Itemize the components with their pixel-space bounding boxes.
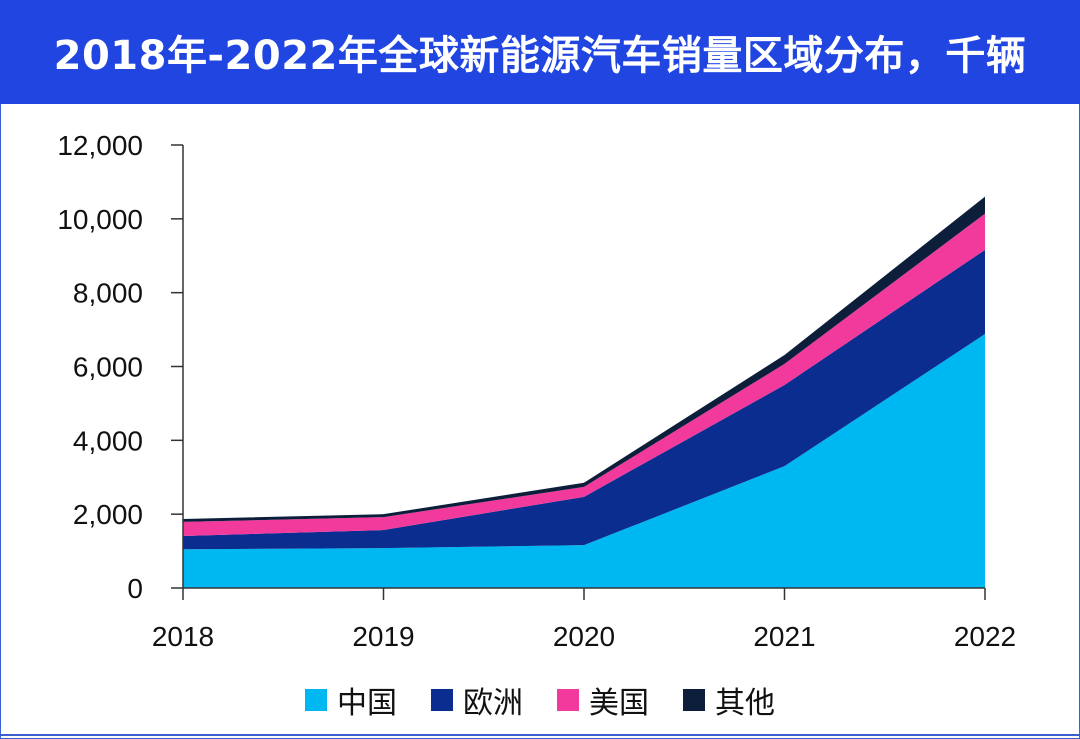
legend-item: 其他 bbox=[683, 678, 775, 722]
legend-swatch bbox=[557, 689, 579, 711]
area-series-2 bbox=[183, 249, 985, 550]
legend-item: 中国 bbox=[305, 678, 397, 722]
x-tick-label: 2019 bbox=[352, 621, 414, 652]
y-tick-label: 8,000 bbox=[73, 278, 143, 309]
legend-label: 中国 bbox=[337, 686, 397, 721]
x-tick-label: 2021 bbox=[753, 621, 815, 652]
x-tick-label: 2020 bbox=[553, 621, 615, 652]
y-tick-label: 6,000 bbox=[73, 352, 143, 383]
title-bar: 2018年-2022年全球新能源汽车销量区域分布，千辆 bbox=[0, 0, 1080, 104]
legend-label: 其他 bbox=[715, 686, 775, 721]
chart-title: 2018年-2022年全球新能源汽车销量区域分布，千辆 bbox=[53, 33, 1027, 79]
y-tick-label: 0 bbox=[127, 573, 143, 604]
area-series-1 bbox=[183, 334, 985, 588]
legend-swatch bbox=[683, 689, 705, 711]
x-tick-label: 2022 bbox=[954, 621, 1016, 652]
y-tick-label: 10,000 bbox=[57, 204, 143, 235]
legend-label: 美国 bbox=[589, 686, 649, 721]
legend-label: 欧洲 bbox=[463, 686, 523, 721]
y-tick-label: 4,000 bbox=[73, 425, 143, 456]
stacked-area-chart: 0 2,000 4,000 6,000 8,000 10,000 12,000 2018 201… bbox=[57, 130, 1016, 652]
bottom-border bbox=[0, 734, 1080, 736]
legend: 中国 欧洲 美国 其他 bbox=[0, 678, 1080, 722]
legend-swatch bbox=[305, 689, 327, 711]
y-tick-label: 2,000 bbox=[73, 499, 143, 530]
y-tick-label: 12,000 bbox=[57, 130, 143, 161]
legend-item: 美国 bbox=[557, 678, 649, 722]
x-tick-label: 2018 bbox=[152, 621, 214, 652]
legend-swatch bbox=[431, 689, 453, 711]
legend-item: 欧洲 bbox=[431, 678, 523, 722]
